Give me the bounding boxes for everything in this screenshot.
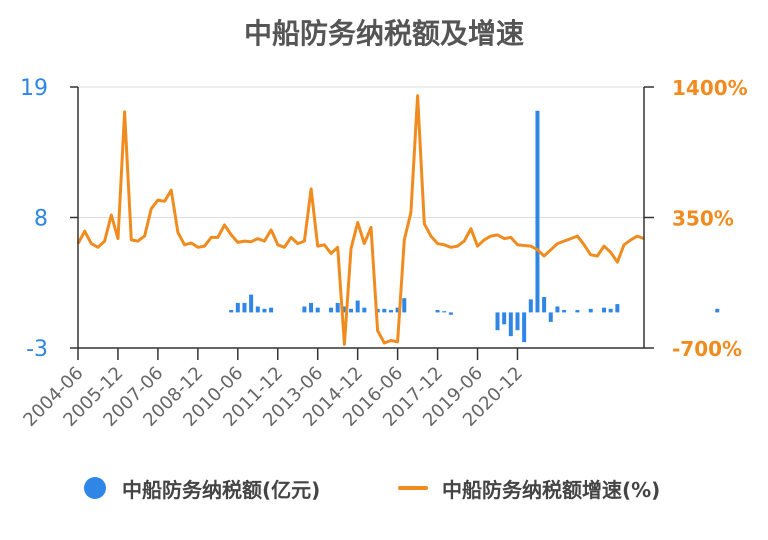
legend-label-tax: 中船防务纳税额(亿元) [122,477,321,502]
bar [542,296,547,313]
left-tick-label: 8 [34,207,48,232]
legend-line-swatch [398,486,428,490]
growth-line [76,94,645,346]
legend-item-growth[interactable]: 中船防务纳税额增速(%) [398,470,660,506]
bar [309,302,314,313]
bar [315,307,320,313]
bar [615,304,620,313]
bar [329,307,334,313]
chart-title: 中船防务纳税额及增速 [243,17,524,50]
bar [349,308,354,313]
bar [442,311,447,313]
left-tick-label: -3 [26,337,48,362]
bar [402,298,407,313]
bar [535,110,540,313]
bar [522,312,527,343]
bar [562,310,567,313]
bar [355,300,360,313]
bar [335,302,340,313]
bar [435,310,440,313]
right-tick-label: -700% [672,337,742,361]
bar [242,302,247,313]
left-tick-label: 19 [20,76,48,101]
bar [255,306,260,313]
bar [602,307,607,313]
bar [528,299,533,313]
bar [388,310,393,313]
bar [342,306,347,313]
legend-label-growth: 中船防务纳税额增速(%) [442,477,661,502]
bar [575,310,580,313]
bar [515,312,520,331]
legend-bar-swatch [84,477,106,499]
bar [382,308,387,313]
right-tick-label: 350% [672,207,734,231]
bar [502,312,507,325]
bar [362,307,367,313]
legend-item-tax[interactable]: 中船防务纳税额(亿元) [84,470,320,506]
bar [508,312,513,337]
bar [448,312,453,315]
right-tick-label: 1400% [672,76,748,100]
bar [269,307,274,313]
bar [555,306,560,313]
bar [715,308,720,313]
bar [249,294,254,313]
bar [608,308,613,313]
bar [235,302,240,313]
bar [229,310,234,313]
bar [548,312,553,322]
bar [588,308,593,313]
bar [395,307,400,313]
bar [262,308,267,313]
bar [495,312,500,331]
bar [302,306,307,313]
